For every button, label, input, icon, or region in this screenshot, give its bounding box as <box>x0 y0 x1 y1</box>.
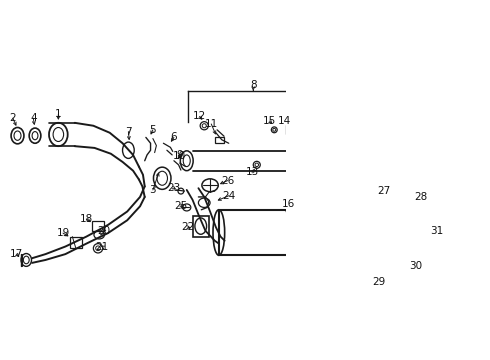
Text: 23: 23 <box>167 183 180 193</box>
Text: 11: 11 <box>205 119 218 129</box>
Bar <box>385 197 397 208</box>
Text: 19: 19 <box>56 228 70 238</box>
Text: 30: 30 <box>409 261 422 271</box>
Text: 24: 24 <box>222 191 235 201</box>
Text: 2: 2 <box>9 113 16 123</box>
Text: 4: 4 <box>30 113 37 123</box>
Text: 1: 1 <box>55 109 62 119</box>
Text: 16: 16 <box>282 199 295 209</box>
Text: 26: 26 <box>221 176 234 186</box>
Text: 22: 22 <box>181 222 195 232</box>
Text: 31: 31 <box>430 226 443 236</box>
Bar <box>219 210 368 255</box>
Bar <box>193 216 209 237</box>
Bar <box>70 237 82 248</box>
Text: 7: 7 <box>125 127 132 136</box>
Text: 9: 9 <box>176 150 183 160</box>
Text: 28: 28 <box>415 192 428 202</box>
Bar <box>92 221 104 231</box>
Text: 29: 29 <box>373 276 386 287</box>
Text: 20: 20 <box>98 226 110 236</box>
Text: 13: 13 <box>245 167 259 177</box>
Text: 21: 21 <box>96 242 109 252</box>
Text: 18: 18 <box>80 214 93 224</box>
Text: 15: 15 <box>263 116 276 126</box>
Text: 17: 17 <box>10 249 23 259</box>
Bar <box>409 251 433 272</box>
Bar <box>435 233 458 251</box>
Text: 6: 6 <box>171 132 177 143</box>
Bar <box>286 125 296 135</box>
Text: 12: 12 <box>193 111 206 121</box>
Text: 25: 25 <box>174 201 188 211</box>
Text: 8: 8 <box>250 80 257 90</box>
Text: 27: 27 <box>377 186 391 196</box>
Text: 5: 5 <box>149 125 156 135</box>
Text: 14: 14 <box>278 116 292 126</box>
Bar <box>409 216 433 237</box>
Text: 10: 10 <box>173 151 186 161</box>
Bar <box>215 138 224 143</box>
Text: 3: 3 <box>149 185 156 195</box>
